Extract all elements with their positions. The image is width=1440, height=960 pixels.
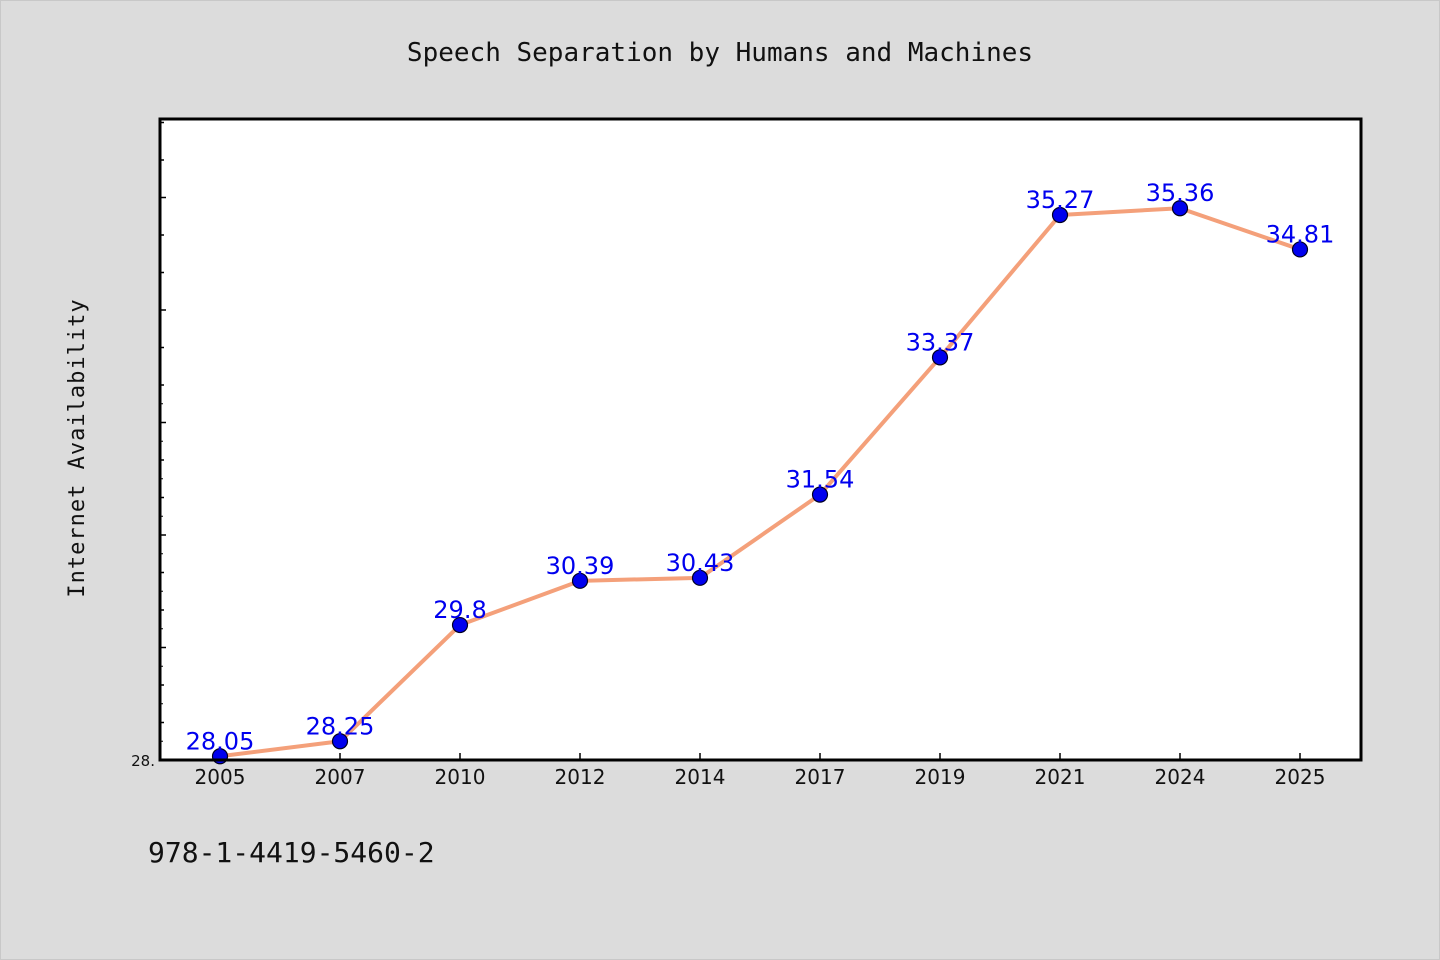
data-point [931, 349, 949, 366]
x-tick-label: 2025 [1275, 765, 1326, 789]
data-point [451, 616, 469, 634]
x-tick-label: 2021 [1035, 765, 1086, 789]
data-labels: 28.05 28.25 29.8 30.39 30.43 31.54 33.37 35.27 3… [186, 179, 1335, 755]
data-label: 33.37 [906, 328, 975, 356]
x-tick-label: 2017 [795, 765, 846, 789]
y-axis-label: Internet Availability [65, 298, 90, 597]
x-tick-label: 2010 [435, 765, 486, 789]
x-tick-label: 2005 [195, 765, 246, 789]
data-point [691, 569, 709, 586]
data-point [1051, 206, 1069, 224]
plot-frame [158, 117, 1363, 762]
isbn-label: 978-1-4419-5460-2 [148, 836, 435, 869]
data-label: 28.05 [186, 727, 255, 755]
chart-title: Speech Separation by Humans and Machines [407, 38, 1033, 68]
x-tick-label: 2019 [915, 765, 966, 789]
data-point [1291, 241, 1309, 258]
x-tick-label: 2007 [315, 765, 366, 789]
data-label: 35.36 [1146, 179, 1215, 207]
data-label: 30.39 [546, 552, 615, 580]
data-point [1171, 200, 1189, 217]
data-markers [211, 200, 1309, 765]
x-tick-label: 2012 [555, 765, 606, 789]
data-label: 29.8 [433, 596, 486, 624]
data-point [811, 486, 829, 503]
x-axis-ticks: 2005 2007 2010 2012 2014 2017 2019 2021 2024 2025 [195, 753, 1326, 789]
y-tick-label: 28. [131, 752, 155, 770]
data-point [331, 733, 349, 750]
x-tick-label: 2014 [675, 765, 726, 789]
data-point [571, 572, 589, 589]
plot-area [160, 119, 1361, 760]
data-label: 34.81 [1266, 220, 1335, 248]
data-label: 30.43 [666, 549, 735, 577]
series-line [219, 206, 1301, 759]
data-label: 35.27 [1026, 186, 1095, 214]
data-label: 31.54 [786, 466, 855, 494]
x-tick-label: 2024 [1155, 765, 1206, 789]
data-label: 28.25 [306, 712, 375, 740]
